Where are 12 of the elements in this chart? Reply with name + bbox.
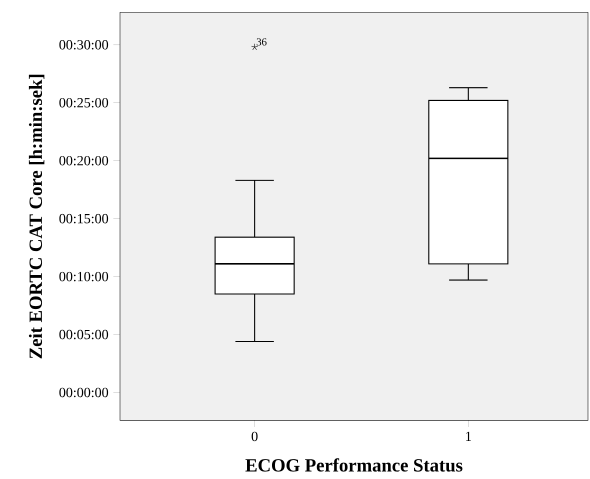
y-tick-label: 00:15:00 (59, 214, 108, 224)
y-axis-title: Zeit EORTC CAT Core [h:min:sek] (28, 74, 44, 358)
y-tick-label: 00:05:00 (59, 330, 108, 340)
y-tick-label: 00:00:00 (59, 388, 108, 398)
x-tick-label: 1 (466, 432, 471, 441)
annotation: 36 (256, 38, 267, 46)
y-tick-label: 00:25:00 (59, 98, 108, 108)
y-tick-label: 00:10:00 (59, 272, 108, 282)
y-tick-label: 00:30:00 (59, 40, 108, 50)
x-axis-title: ECOG Performance Status (245, 458, 462, 472)
y-tick-label: 00:20:00 (59, 156, 108, 166)
x-tick-label: 0 (252, 432, 258, 442)
